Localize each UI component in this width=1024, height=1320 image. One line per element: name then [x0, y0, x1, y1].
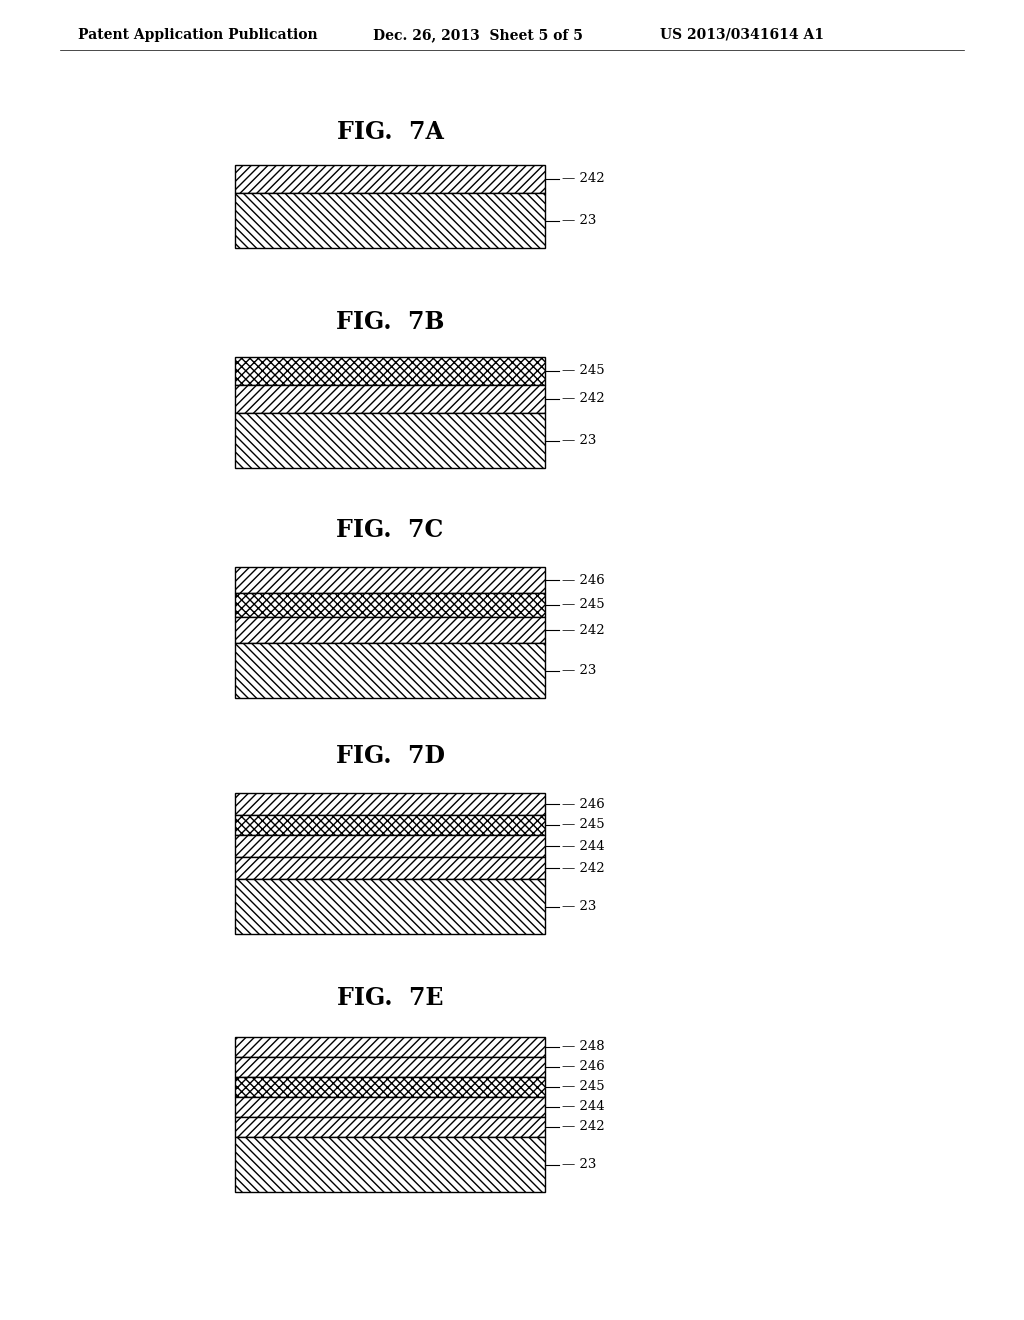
Text: — 242: — 242 — [562, 862, 604, 874]
Bar — [234, 643, 545, 698]
Text: — 242: — 242 — [562, 392, 604, 405]
Text: — 248: — 248 — [562, 1040, 604, 1053]
Text: FIG.  7A: FIG. 7A — [337, 120, 443, 144]
Bar — [234, 1038, 545, 1057]
Bar — [234, 165, 545, 193]
Bar — [234, 814, 545, 836]
Text: FIG.  7B: FIG. 7B — [336, 310, 444, 334]
Text: — 23: — 23 — [562, 214, 596, 227]
Text: — 23: — 23 — [562, 1158, 596, 1171]
Text: — 244: — 244 — [562, 1101, 604, 1114]
Text: — 246: — 246 — [562, 797, 605, 810]
Bar — [234, 1077, 545, 1097]
Text: — 244: — 244 — [562, 840, 604, 853]
Bar — [234, 1137, 545, 1192]
Bar — [234, 413, 545, 469]
Text: — 23: — 23 — [562, 664, 596, 677]
Text: — 245: — 245 — [562, 1081, 604, 1093]
Text: — 242: — 242 — [562, 1121, 604, 1134]
Bar — [234, 568, 545, 593]
Text: — 246: — 246 — [562, 573, 605, 586]
Bar — [234, 193, 545, 248]
Text: — 245: — 245 — [562, 818, 604, 832]
Bar — [234, 793, 545, 814]
Bar — [234, 1057, 545, 1077]
Text: FIG.  7C: FIG. 7C — [336, 517, 443, 543]
Bar — [234, 857, 545, 879]
Text: — 246: — 246 — [562, 1060, 605, 1073]
Text: — 245: — 245 — [562, 598, 604, 611]
Text: US 2013/0341614 A1: US 2013/0341614 A1 — [660, 28, 824, 42]
Bar — [234, 836, 545, 857]
Text: Dec. 26, 2013  Sheet 5 of 5: Dec. 26, 2013 Sheet 5 of 5 — [373, 28, 583, 42]
Bar — [234, 593, 545, 616]
Text: — 242: — 242 — [562, 623, 604, 636]
Bar — [234, 1117, 545, 1137]
Bar — [234, 616, 545, 643]
Bar — [234, 1097, 545, 1117]
Bar — [234, 879, 545, 935]
Text: — 23: — 23 — [562, 434, 596, 447]
Text: — 23: — 23 — [562, 900, 596, 913]
Bar — [234, 385, 545, 413]
Text: FIG.  7E: FIG. 7E — [337, 986, 443, 1010]
Text: FIG.  7D: FIG. 7D — [336, 744, 444, 768]
Text: — 242: — 242 — [562, 173, 604, 186]
Text: Patent Application Publication: Patent Application Publication — [78, 28, 317, 42]
Bar — [234, 356, 545, 385]
Text: — 245: — 245 — [562, 364, 604, 378]
